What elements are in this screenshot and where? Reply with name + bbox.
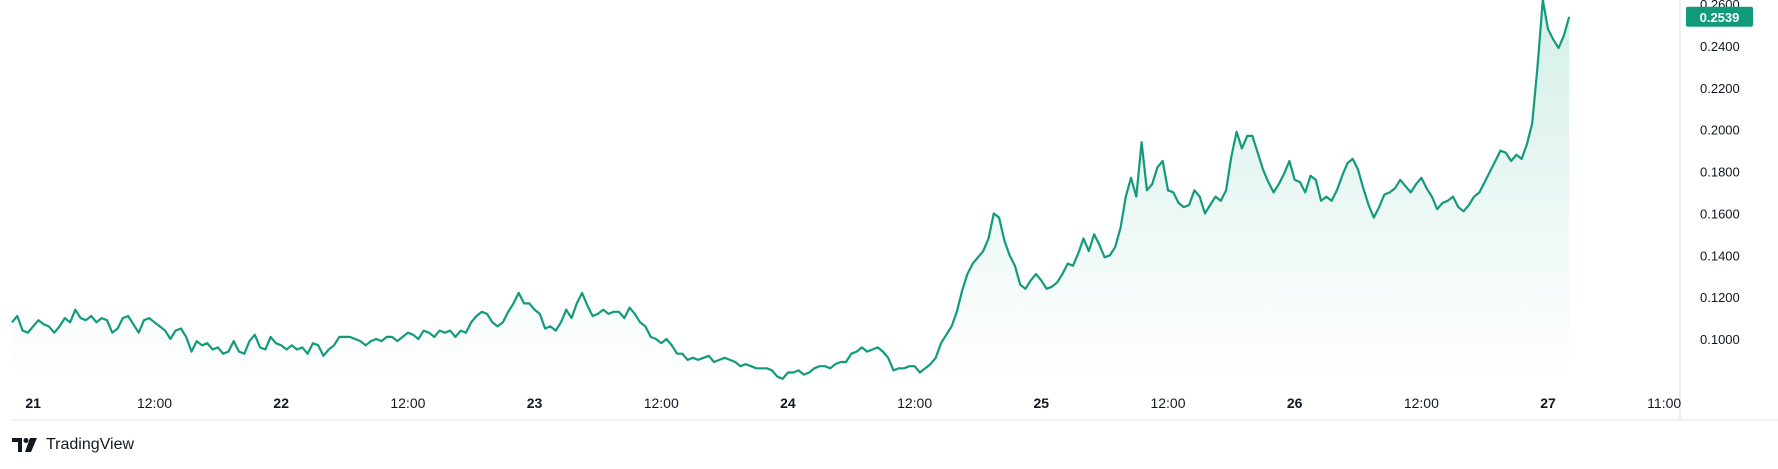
y-tick-label: 0.1400	[1700, 248, 1740, 263]
last-price-badge	[1686, 6, 1753, 27]
y-tick-label: 0.2400	[1700, 39, 1740, 54]
price-area	[12, 0, 1570, 380]
x-tick-label: 22	[273, 395, 289, 411]
x-tick-label: 27	[1540, 395, 1556, 411]
price-line	[11, 0, 1571, 380]
x-tick-label: 12:00	[1404, 395, 1439, 411]
x-tick-label: 12:00	[644, 395, 679, 411]
last-price-label: 0.2539	[1686, 6, 1753, 27]
y-tick-label: 0.2000	[1700, 123, 1740, 138]
x-tick-label: 11:00	[1647, 395, 1681, 411]
price-area-layer	[12, 0, 1570, 380]
x-tick-label: 12:00	[1150, 395, 1185, 411]
y-tick-label: 0.1200	[1700, 290, 1740, 305]
x-tick-label: 23	[527, 395, 543, 411]
x-tick-label: 24	[780, 395, 796, 411]
last-price-value: 0.2539	[1700, 10, 1740, 25]
tradingview-logo-icon	[12, 438, 37, 452]
price-line-layer	[11, 0, 1571, 380]
axes: 0.26000.24000.22000.20000.18000.16000.14…	[12, 0, 1778, 421]
x-tick-label: 12:00	[137, 395, 172, 411]
x-tick-label: 25	[1034, 395, 1050, 411]
tradingview-branding[interactable]: TradingView	[12, 436, 134, 454]
y-tick-label: 0.1800	[1700, 165, 1740, 180]
x-tick-label: 12:00	[897, 395, 932, 411]
y-tick-label: 0.1600	[1700, 206, 1740, 221]
brand-name: TradingView	[46, 436, 135, 453]
y-tick-label: 0.1000	[1700, 332, 1740, 347]
y-tick-label: 0.2200	[1700, 81, 1740, 96]
x-tick-label: 12:00	[390, 395, 425, 411]
x-tick-label: 26	[1287, 395, 1303, 411]
x-tick-label: 21	[25, 395, 41, 411]
